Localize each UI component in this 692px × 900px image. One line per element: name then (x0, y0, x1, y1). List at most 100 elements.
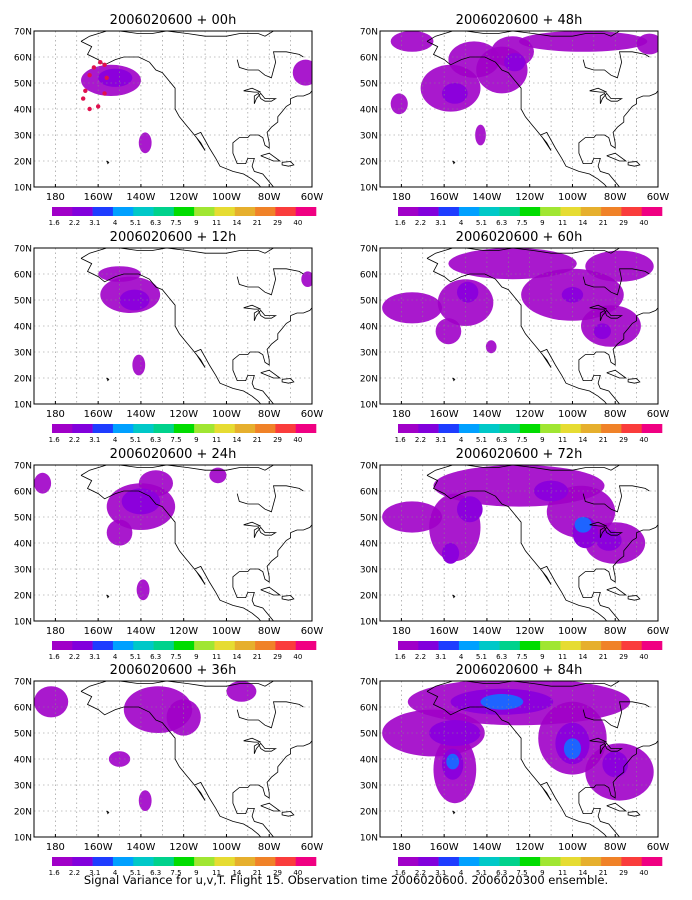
x-tick-label: 140W (126, 626, 155, 637)
coastline (243, 521, 261, 527)
coastline (243, 87, 261, 93)
colorbar-label: 40 (293, 219, 302, 227)
colorbar-label: 40 (639, 436, 648, 444)
coastline (589, 87, 607, 93)
colorbar-label: 7.5 (170, 653, 181, 661)
colorbar: 1.6 2.2 3.1 4 5.1 6.3 7.5 9 11 14 21 29 40 (49, 424, 317, 444)
colorbar-swatch (275, 641, 296, 650)
colorbar-swatch (499, 424, 521, 433)
panel-title: 2006020600 + 24h (110, 447, 237, 462)
colorbar-label: 29 (273, 653, 282, 661)
colorbar-label: 14 (232, 219, 241, 227)
colorbar: 1.6 2.2 3.1 4 5.1 6.3 7.5 9 11 14 21 29 40 (395, 424, 663, 444)
coastline (452, 810, 456, 815)
coastline (260, 369, 282, 379)
variance-blob (136, 579, 150, 601)
colorbar-label: 3.1 (435, 436, 446, 444)
coastline (80, 465, 274, 476)
colorbar-swatch (173, 641, 195, 650)
colorbar-swatch (112, 857, 134, 866)
y-tick-label: 50N (14, 297, 32, 307)
colorbar-swatch (214, 207, 236, 216)
colorbar-label: 14 (578, 869, 587, 877)
x-tick-label: 140W (472, 409, 501, 420)
y-tick-label: 50N (360, 730, 378, 740)
y-tick-label: 70N (14, 678, 32, 688)
coastline (589, 737, 607, 743)
colorbar-label: 6.3 (496, 436, 507, 444)
panel-72h: 2006020600 + 72h 180 160W 140W 120W 100W 80W 60… (360, 447, 670, 661)
observation-point (80, 96, 86, 101)
plot-frame (379, 464, 659, 622)
colorbar: 1.6 2.2 3.1 4 5.1 6.3 7.5 9 11 14 21 29 40 (395, 857, 663, 877)
colorbar-label: 21 (599, 436, 608, 444)
coastline (236, 268, 304, 296)
colorbar-swatch (52, 857, 73, 866)
x-tick-label: 120W (515, 409, 544, 420)
y-tick-label: 40N (14, 323, 32, 333)
colorbar-label: 6.3 (496, 653, 507, 661)
coastline (311, 305, 312, 307)
colorbar-swatch (499, 207, 521, 216)
colorbar-swatch (194, 857, 215, 866)
y-tick-label: 20N (14, 808, 32, 818)
x-tick-label: 60W (647, 192, 670, 203)
colorbar-label: 1.6 (395, 653, 407, 661)
variance-blob (442, 543, 460, 564)
variance-blob (456, 281, 479, 303)
x-tick-label: 100W (212, 842, 241, 853)
coastline (627, 595, 641, 601)
y-tick-label: 40N (360, 540, 378, 550)
colorbar-swatch (580, 207, 602, 216)
x-tick-label: 120W (169, 626, 198, 637)
coastline (253, 92, 278, 104)
panel-0h: 2006020600 + 00h 180 160W 140W 120W 100W 80W 60… (14, 13, 324, 227)
variance-blob (132, 354, 146, 376)
colorbar-swatch (398, 857, 419, 866)
colorbar-label: 6.3 (150, 653, 161, 661)
coastline (606, 369, 628, 379)
colorbar-swatch (234, 424, 256, 433)
colorbar-swatch (72, 207, 93, 216)
x-tick-label: 160W (430, 192, 459, 203)
colorbar-swatch (214, 641, 236, 650)
y-tick-label: 70N (360, 245, 378, 255)
x-tick-label: 140W (126, 409, 155, 420)
colorbar-label: 7.5 (170, 869, 181, 877)
colorbar-label: 11 (212, 869, 221, 877)
colorbar-label: 9 (194, 436, 198, 444)
coastline (589, 304, 607, 310)
x-tick-label: 180 (392, 409, 411, 420)
plot-area (380, 31, 658, 187)
coastline (426, 691, 658, 837)
coastline (243, 304, 261, 310)
x-tick-label: 180 (46, 192, 65, 203)
colorbar-label: 11 (212, 436, 221, 444)
observation-point (87, 106, 92, 112)
coastline (80, 475, 312, 621)
colorbar-swatch (72, 857, 93, 866)
coastline (80, 248, 274, 259)
colorbar-swatch (52, 424, 73, 433)
colorbar-label: 3.1 (89, 219, 100, 227)
colorbar-swatch (72, 641, 93, 650)
colorbar-swatch (72, 424, 93, 433)
x-tick-label: 120W (169, 842, 198, 853)
colorbar-label: 14 (578, 219, 587, 227)
coastline (627, 811, 641, 817)
coastline (106, 160, 110, 165)
colorbar-swatch (458, 857, 480, 866)
colorbar: 1.6 2.2 3.1 4 5.1 6.3 7.5 9 11 14 21 29 40 (49, 641, 317, 661)
coastline (106, 594, 110, 599)
coastline (311, 738, 312, 740)
colorbar-swatch (560, 207, 582, 216)
colorbar-swatch (234, 641, 256, 650)
colorbar-label: 14 (232, 653, 241, 661)
y-tick-label: 10N (14, 401, 32, 411)
x-tick-label: 140W (126, 192, 155, 203)
panel-84h: 2006020600 + 84h 180 160W 140W 120W 100W 80W 60… (360, 663, 670, 877)
plot-area (34, 465, 312, 621)
colorbar-swatch (540, 207, 561, 216)
colorbar-swatch (418, 641, 439, 650)
colorbar-swatch (295, 857, 317, 866)
